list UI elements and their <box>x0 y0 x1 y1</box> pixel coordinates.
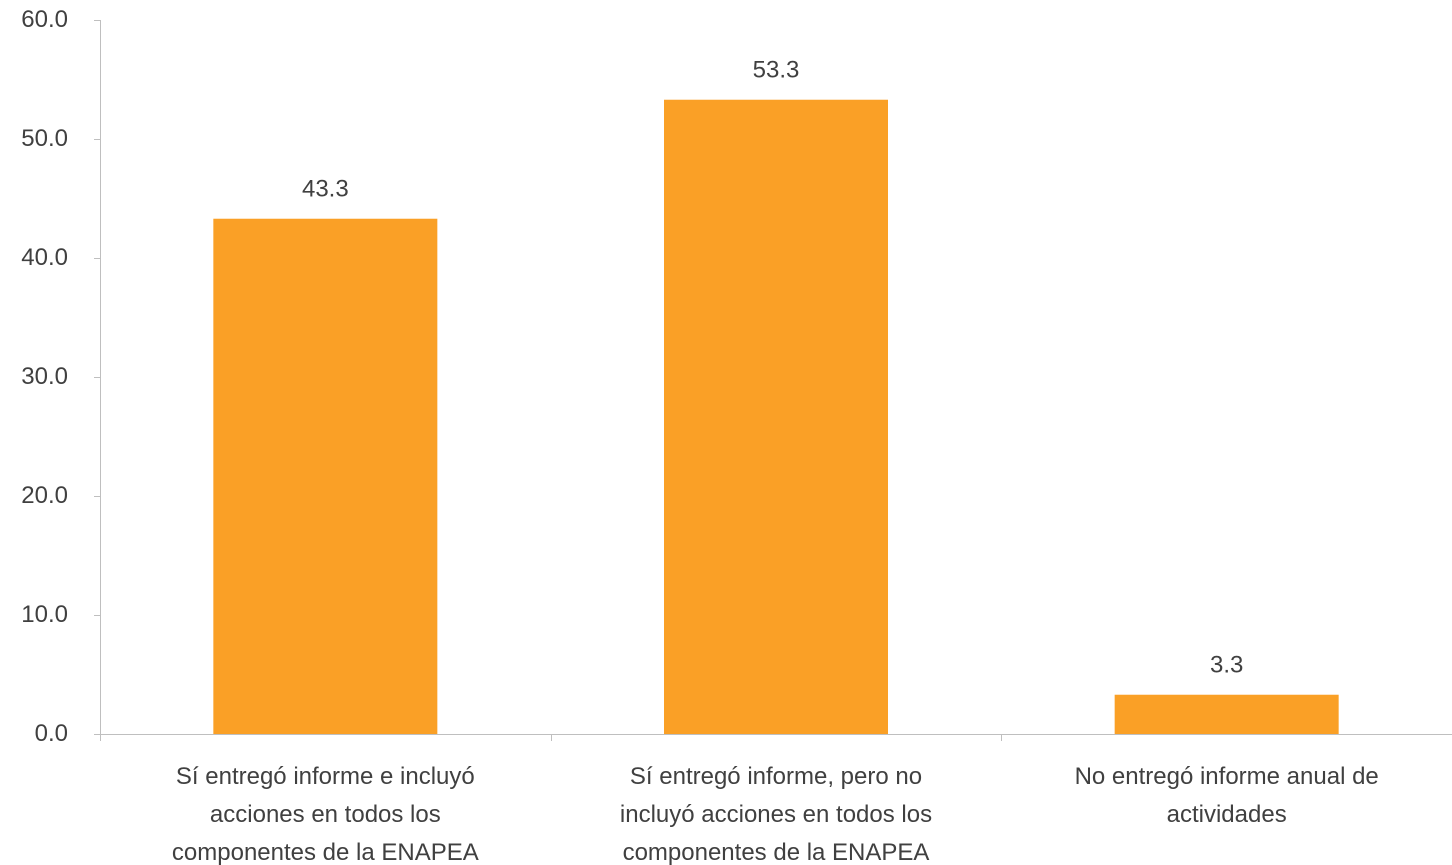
x-category-label: actividades <box>1167 801 1287 828</box>
y-tick-label: 0.0 <box>35 720 68 747</box>
x-category-label: componentes de la ENAPEA <box>172 839 479 865</box>
y-tick-label: 40.0 <box>21 244 68 271</box>
y-tick-label: 50.0 <box>21 125 68 152</box>
y-tick-label: 20.0 <box>21 482 68 509</box>
x-category-label: incluyó acciones en todos los <box>620 801 932 828</box>
y-tick-label: 30.0 <box>21 363 68 390</box>
data-label: 3.3 <box>1210 652 1243 679</box>
x-category-label: acciones en todos los <box>210 801 441 828</box>
x-category-label: Sí entregó informe, pero no <box>630 763 922 790</box>
x-category-label: No entregó informe anual de <box>1075 763 1379 790</box>
bar <box>664 99 888 735</box>
y-tick-label: 10.0 <box>21 601 68 628</box>
x-category-label: componentes de la ENAPEA <box>623 839 930 865</box>
y-tick-label: 60.0 <box>21 6 68 33</box>
bar <box>1114 694 1339 734</box>
data-label: 43.3 <box>302 176 349 203</box>
x-category-label: Sí entregó informe e incluyó <box>176 763 475 790</box>
bar <box>213 218 438 735</box>
data-label: 53.3 <box>753 57 800 84</box>
